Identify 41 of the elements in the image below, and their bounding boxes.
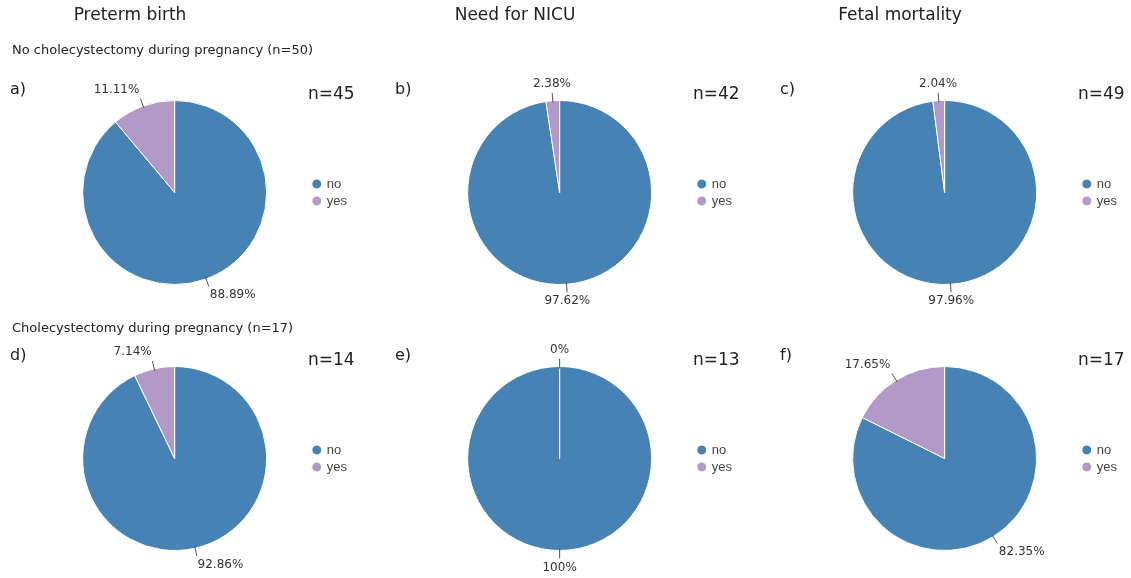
- chart-subtitle: Cholecystectomy during pregnancy (n=17): [12, 320, 294, 335]
- data-label: 7.14%: [113, 344, 152, 359]
- data-label: 82.35%: [998, 544, 1045, 559]
- legend-label: no: [326, 175, 342, 191]
- data-label: 100%: [542, 559, 577, 574]
- data-label: 2.38%: [532, 75, 571, 90]
- text: n=14: [308, 348, 355, 369]
- data-label: 11.11%: [93, 81, 140, 96]
- text: n=42: [693, 82, 740, 103]
- data-label: 17.65%: [844, 357, 891, 372]
- data-label: 2.04%: [918, 75, 958, 90]
- legend-label: yes: [326, 192, 348, 208]
- text: n=45: [308, 82, 355, 103]
- legend-label: no: [1096, 441, 1112, 457]
- legend-label: yes: [1096, 458, 1118, 474]
- text: n=49: [1078, 82, 1125, 103]
- legend-label: no: [1096, 175, 1112, 191]
- text: f): [780, 345, 792, 365]
- text: 0%: [550, 341, 570, 356]
- legend-label: no: [711, 441, 727, 457]
- text: a): [10, 79, 27, 99]
- legend-label: yes: [711, 458, 733, 474]
- chart-title: Need for NICU: [453, 4, 577, 24]
- chart-subtitle: No cholecystectomy during pregnancy (n=50): [12, 42, 314, 57]
- data-label: 97.96%: [928, 293, 975, 308]
- data-label: 88.89%: [209, 287, 256, 302]
- text: n=17: [1078, 348, 1125, 369]
- text: n=13: [693, 348, 740, 369]
- data-label: 97.62%: [544, 293, 591, 308]
- chart-title: Preterm birth: [72, 4, 188, 24]
- text: e): [395, 345, 412, 365]
- text: c): [780, 79, 796, 99]
- text: b): [395, 79, 412, 99]
- chart-title: Fetal mortality: [837, 4, 963, 24]
- legend-label: no: [326, 441, 342, 457]
- legend-label: yes: [1096, 192, 1118, 208]
- text: d): [10, 345, 27, 365]
- data-label: 92.86%: [197, 557, 244, 572]
- legend-label: yes: [326, 458, 348, 474]
- legend-label: no: [711, 175, 727, 191]
- legend-label: yes: [711, 192, 733, 208]
